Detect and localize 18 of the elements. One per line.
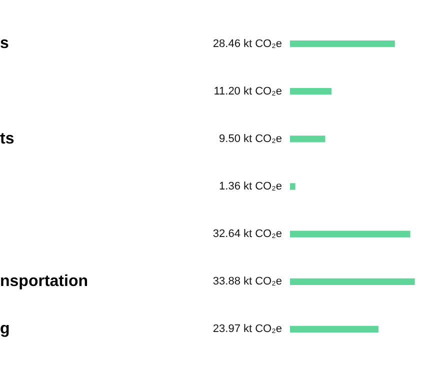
y-tick-label: s bbox=[0, 35, 9, 52]
data-label: 28.46 kt CO₂e bbox=[212, 38, 282, 50]
data-label: 1.36 kt CO₂e bbox=[219, 180, 282, 193]
y-tick-label: nsportation bbox=[0, 273, 88, 290]
data-label: 23.97 kt CO₂e bbox=[212, 323, 282, 336]
data-label: 33.88 kt CO₂e bbox=[212, 276, 282, 288]
data-label: 32.64 kt CO₂e bbox=[212, 228, 282, 240]
y-tick-label: ts bbox=[0, 130, 14, 148]
bar bbox=[290, 88, 332, 95]
y-tick-label: g bbox=[0, 320, 10, 338]
bar bbox=[290, 183, 296, 190]
bar bbox=[290, 326, 378, 333]
bar bbox=[290, 136, 326, 142]
data-label: 9.50 kt CO₂e bbox=[219, 132, 282, 145]
bar bbox=[290, 278, 415, 285]
data-label: 11.20 kt CO₂e bbox=[214, 85, 282, 98]
bar bbox=[290, 40, 395, 48]
bar bbox=[290, 230, 410, 238]
